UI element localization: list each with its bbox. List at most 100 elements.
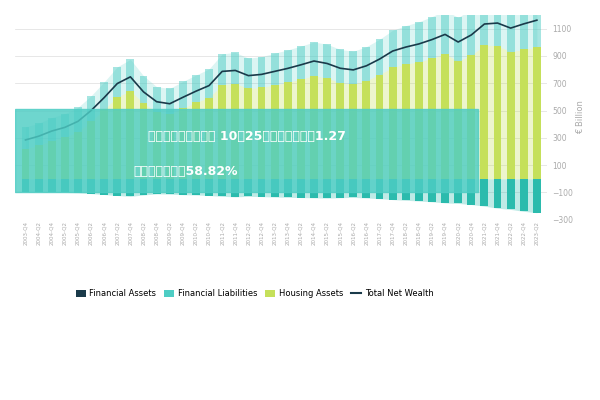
Bar — [48, 141, 56, 179]
Bar — [271, 179, 278, 197]
Bar — [297, 46, 305, 79]
Bar — [428, 179, 436, 202]
Bar — [349, 51, 357, 84]
Bar — [113, 97, 121, 179]
Bar — [61, 114, 69, 137]
Bar — [284, 82, 292, 179]
Bar — [481, 0, 488, 45]
Bar — [402, 26, 410, 64]
Bar — [271, 85, 278, 179]
Bar — [192, 75, 200, 102]
Bar — [467, 55, 475, 179]
Bar — [179, 108, 187, 179]
Bar — [244, 179, 253, 196]
Bar — [520, 179, 527, 211]
Bar — [349, 84, 357, 179]
Bar — [35, 179, 43, 192]
Bar — [310, 76, 318, 179]
Bar — [218, 179, 226, 196]
Bar — [218, 85, 226, 179]
Bar — [415, 22, 423, 62]
Bar — [428, 58, 436, 179]
Bar — [61, 137, 69, 179]
Bar — [284, 50, 292, 82]
Bar — [323, 44, 331, 78]
Bar — [192, 179, 200, 195]
Bar — [232, 52, 239, 84]
Bar — [35, 123, 43, 145]
Bar — [257, 57, 265, 87]
Bar — [205, 69, 213, 98]
Bar — [257, 87, 265, 179]
Bar — [179, 179, 187, 195]
Bar — [61, 179, 69, 192]
Bar — [297, 179, 305, 198]
Bar — [297, 79, 305, 179]
Bar — [87, 96, 95, 122]
Bar — [441, 54, 449, 179]
Bar — [507, 52, 515, 179]
Bar — [100, 82, 108, 109]
Bar — [533, 179, 541, 213]
Bar — [520, 0, 527, 50]
Bar — [336, 179, 344, 198]
Bar — [402, 64, 410, 179]
Bar — [362, 47, 370, 80]
Bar — [113, 179, 121, 196]
Bar — [310, 42, 318, 76]
Bar — [402, 179, 410, 200]
Bar — [349, 179, 357, 198]
Legend: Financial Assets, Financial Liabilities, Housing Assets, Total Net Wealth: Financial Assets, Financial Liabilities,… — [72, 286, 437, 302]
Bar — [87, 122, 95, 179]
Bar — [336, 83, 344, 179]
Bar — [507, 179, 515, 210]
Bar — [494, 179, 502, 208]
Bar — [389, 179, 397, 200]
Bar — [494, 0, 502, 46]
Bar — [454, 61, 462, 179]
Bar — [454, 18, 462, 61]
Bar — [481, 179, 488, 206]
Bar — [22, 149, 29, 179]
Bar — [389, 30, 397, 68]
Bar — [140, 103, 148, 179]
Bar — [166, 114, 173, 179]
Bar — [48, 118, 56, 141]
Bar — [127, 179, 134, 196]
Bar — [244, 58, 253, 88]
Bar — [376, 39, 383, 74]
Bar — [218, 54, 226, 85]
Bar — [113, 67, 121, 97]
Bar — [520, 50, 527, 179]
Bar — [376, 179, 383, 199]
Bar — [310, 179, 318, 198]
Bar — [389, 68, 397, 179]
Bar — [179, 82, 187, 108]
Bar — [140, 76, 148, 103]
Bar — [467, 179, 475, 204]
Bar — [441, 10, 449, 54]
Bar — [15, 109, 478, 192]
Bar — [152, 179, 161, 194]
Bar — [257, 179, 265, 196]
Bar — [494, 46, 502, 179]
Bar — [415, 179, 423, 201]
Bar — [22, 179, 29, 192]
Bar — [48, 179, 56, 192]
Bar — [454, 179, 462, 204]
Bar — [284, 179, 292, 197]
Y-axis label: € Billion: € Billion — [576, 100, 585, 134]
Bar — [481, 45, 488, 179]
Bar — [271, 53, 278, 85]
Bar — [232, 179, 239, 197]
Text: 香港股票杠杆是多少 10月25日甫金转债上涨1.27: 香港股票杠杆是多少 10月25日甫金转债上涨1.27 — [148, 130, 346, 143]
Bar — [166, 88, 173, 114]
Bar — [507, 0, 515, 52]
Bar — [205, 98, 213, 179]
Bar — [140, 179, 148, 195]
Bar — [127, 91, 134, 179]
Bar — [336, 50, 344, 83]
Bar — [376, 74, 383, 179]
Text: ％，转股溢价率58.82%: ％，转股溢价率58.82% — [133, 165, 238, 178]
Bar — [152, 87, 161, 112]
